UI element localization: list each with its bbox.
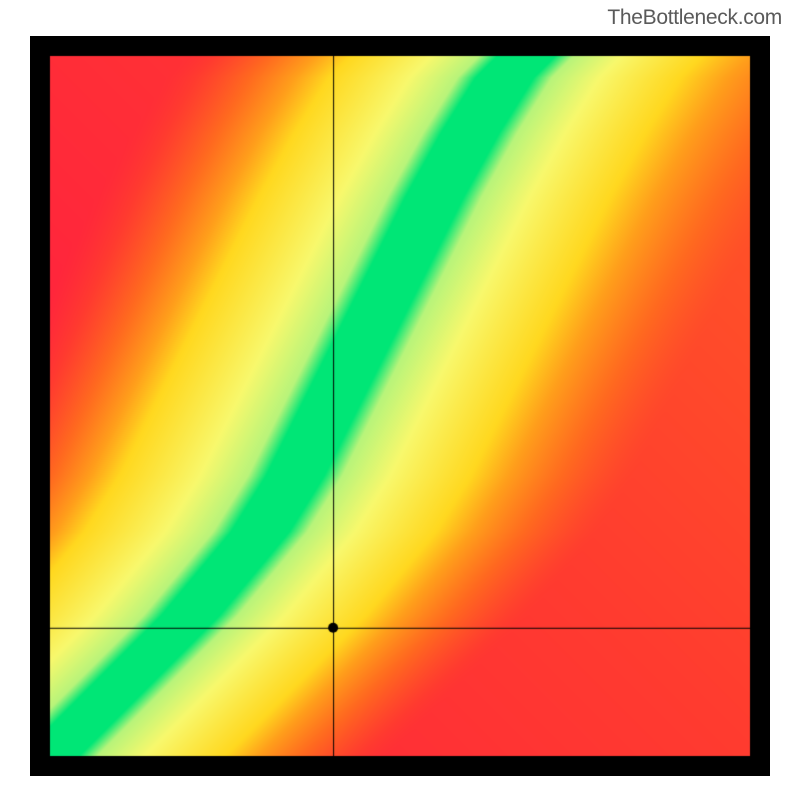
heatmap-canvas	[30, 36, 770, 776]
watermark-text: TheBottleneck.com	[607, 6, 782, 30]
bottleneck-heatmap	[30, 36, 770, 776]
